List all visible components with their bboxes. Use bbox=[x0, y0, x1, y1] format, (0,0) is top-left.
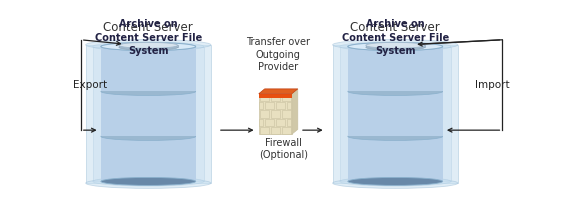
Polygon shape bbox=[272, 77, 283, 92]
Polygon shape bbox=[259, 83, 270, 93]
Polygon shape bbox=[268, 79, 278, 92]
Polygon shape bbox=[282, 127, 291, 134]
Polygon shape bbox=[288, 75, 299, 89]
Text: Content Server: Content Server bbox=[104, 21, 193, 34]
Ellipse shape bbox=[93, 177, 204, 186]
Polygon shape bbox=[259, 110, 269, 118]
Text: Archive on
Content Server File
System: Archive on Content Server File System bbox=[94, 19, 202, 56]
Ellipse shape bbox=[119, 44, 178, 50]
Polygon shape bbox=[278, 81, 288, 91]
Polygon shape bbox=[259, 94, 269, 101]
Polygon shape bbox=[286, 79, 297, 90]
Ellipse shape bbox=[366, 42, 424, 48]
Polygon shape bbox=[262, 78, 273, 93]
Polygon shape bbox=[271, 94, 280, 101]
Ellipse shape bbox=[348, 132, 443, 140]
Polygon shape bbox=[274, 80, 284, 91]
Ellipse shape bbox=[101, 42, 196, 51]
Polygon shape bbox=[292, 89, 298, 134]
Polygon shape bbox=[276, 102, 286, 110]
Ellipse shape bbox=[101, 88, 196, 95]
Polygon shape bbox=[93, 46, 204, 181]
Polygon shape bbox=[259, 102, 263, 110]
Polygon shape bbox=[266, 79, 277, 92]
Polygon shape bbox=[284, 75, 295, 90]
Ellipse shape bbox=[101, 177, 196, 185]
Polygon shape bbox=[255, 85, 266, 94]
Polygon shape bbox=[290, 77, 301, 89]
Ellipse shape bbox=[340, 177, 451, 186]
Ellipse shape bbox=[348, 88, 443, 95]
Polygon shape bbox=[259, 127, 269, 134]
Text: Firewall
(Optional): Firewall (Optional) bbox=[259, 138, 308, 160]
Ellipse shape bbox=[348, 42, 443, 51]
Polygon shape bbox=[86, 45, 211, 183]
Polygon shape bbox=[265, 118, 274, 126]
Polygon shape bbox=[270, 79, 281, 92]
Polygon shape bbox=[101, 136, 196, 181]
Ellipse shape bbox=[333, 178, 458, 188]
Text: Export: Export bbox=[73, 80, 108, 90]
Polygon shape bbox=[340, 46, 451, 181]
Ellipse shape bbox=[101, 42, 196, 51]
Polygon shape bbox=[271, 127, 280, 134]
Text: Content Server: Content Server bbox=[351, 21, 440, 34]
Ellipse shape bbox=[93, 42, 204, 51]
Ellipse shape bbox=[119, 42, 178, 48]
Polygon shape bbox=[259, 89, 298, 94]
Ellipse shape bbox=[86, 178, 211, 188]
Ellipse shape bbox=[340, 42, 451, 51]
Polygon shape bbox=[101, 92, 196, 136]
Ellipse shape bbox=[101, 132, 196, 140]
Polygon shape bbox=[287, 118, 291, 126]
Polygon shape bbox=[282, 110, 291, 118]
Polygon shape bbox=[276, 76, 287, 91]
Ellipse shape bbox=[348, 177, 443, 185]
Ellipse shape bbox=[366, 44, 424, 50]
Polygon shape bbox=[271, 110, 280, 118]
Polygon shape bbox=[282, 81, 292, 90]
Polygon shape bbox=[259, 94, 292, 134]
Polygon shape bbox=[264, 81, 274, 93]
Polygon shape bbox=[258, 78, 269, 94]
Text: Transfer over
Outgoing
Provider: Transfer over Outgoing Provider bbox=[246, 37, 310, 72]
Polygon shape bbox=[265, 102, 274, 110]
Polygon shape bbox=[280, 75, 291, 90]
Polygon shape bbox=[348, 46, 443, 92]
Ellipse shape bbox=[86, 40, 211, 50]
Text: Archive on
Content Server File
System: Archive on Content Server File System bbox=[341, 19, 449, 56]
Polygon shape bbox=[333, 45, 458, 183]
Polygon shape bbox=[119, 45, 178, 47]
Polygon shape bbox=[348, 92, 443, 136]
Polygon shape bbox=[287, 102, 291, 110]
Polygon shape bbox=[101, 46, 196, 92]
Ellipse shape bbox=[348, 42, 443, 51]
Text: Import: Import bbox=[475, 80, 510, 90]
Polygon shape bbox=[366, 45, 424, 47]
Polygon shape bbox=[259, 94, 292, 98]
Ellipse shape bbox=[333, 40, 458, 50]
Polygon shape bbox=[276, 118, 286, 126]
Polygon shape bbox=[348, 136, 443, 181]
Polygon shape bbox=[282, 94, 291, 101]
Polygon shape bbox=[259, 118, 263, 126]
